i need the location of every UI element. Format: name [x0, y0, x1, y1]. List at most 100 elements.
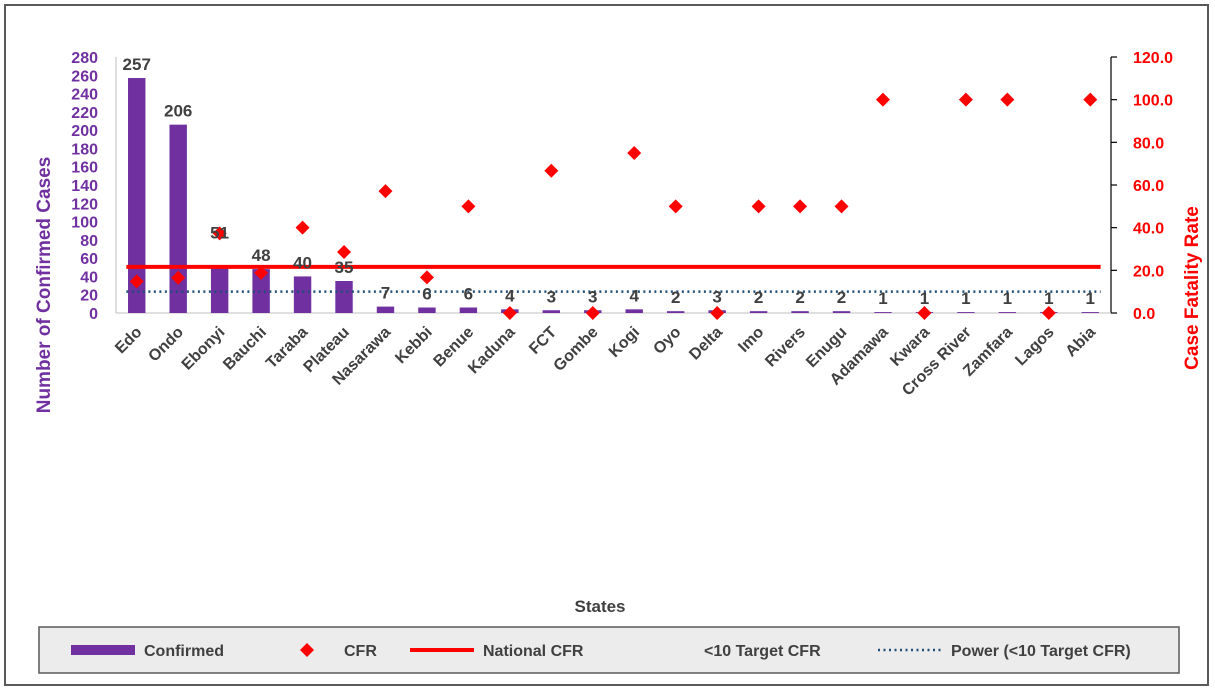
y2-tick-label: 40.0 — [1133, 221, 1164, 238]
cfr-marker-delta — [710, 306, 725, 320]
bar-data-label: 40 — [293, 253, 312, 272]
y-tick-label: 0 — [89, 306, 98, 323]
bar-benue — [459, 307, 478, 313]
cfr-marker-adamawa — [875, 92, 890, 107]
bar-data-label: 1 — [1003, 289, 1012, 308]
bar-abia — [1081, 312, 1099, 313]
y-tick-label: 100 — [71, 215, 98, 232]
bar-data-label: 51 — [210, 223, 229, 242]
bar-enugu — [832, 311, 851, 313]
category-label: Kebbi — [392, 324, 435, 367]
bar-data-label: 7 — [381, 284, 390, 303]
bar-data-label: 3 — [712, 287, 721, 306]
category-label: Ebonyi — [179, 324, 229, 374]
y2-tick-label: 20.0 — [1133, 263, 1164, 280]
bar-cross-river — [957, 312, 975, 313]
bar-data-label: 1 — [961, 289, 970, 308]
bar-data-label: 1 — [1086, 289, 1095, 308]
bar-edo — [128, 78, 146, 314]
cfr-marker-plateau — [337, 244, 352, 259]
bar-data-label: 206 — [164, 102, 192, 121]
category-label: Rivers — [762, 324, 809, 371]
category-label: Edo — [112, 324, 146, 358]
x-axis-title: States — [574, 597, 625, 616]
bar-data-label: 4 — [505, 286, 515, 305]
bar-nasarawa — [376, 306, 395, 313]
bar-data-label: 1 — [878, 289, 887, 308]
y2-tick-label: 80.0 — [1133, 135, 1164, 152]
bar-data-label: 3 — [588, 287, 597, 306]
cfr-marker-kaduna — [502, 306, 517, 320]
bar-kebbi — [418, 307, 436, 313]
legend-label-power: Power (<10 Target CFR) — [951, 643, 1131, 660]
y-tick-label: 220 — [71, 105, 98, 122]
cfr-marker-fct — [544, 163, 559, 178]
bar-data-label: 48 — [252, 246, 271, 265]
cfr-marker-oyo — [668, 199, 683, 214]
bar-taraba — [293, 276, 312, 313]
y-tick-label: 20 — [80, 288, 98, 305]
category-label: Lagos — [1012, 324, 1057, 369]
category-label: FCT — [526, 324, 560, 358]
bar-data-label: 2 — [754, 288, 763, 307]
bar-ebonyi — [210, 266, 229, 313]
cfr-marker-cross-river — [958, 92, 973, 107]
bar-fct — [542, 310, 561, 313]
cfr-marker-lagos — [1041, 306, 1056, 320]
cfr-marker-kogi — [627, 146, 642, 160]
legend-swatch-confirmed — [71, 645, 135, 655]
category-label: Imo — [735, 324, 767, 356]
bar-data-label: 1 — [1044, 289, 1053, 308]
bar-data-label: 257 — [123, 55, 151, 74]
bar-data-label: 1 — [920, 289, 929, 308]
y2-tick-label: 100.0 — [1133, 93, 1173, 110]
y2-axis-title: Case Fatality Rate — [1182, 206, 1203, 370]
bar-data-label: 6 — [422, 285, 431, 304]
cfr-marker-zamfara — [1000, 92, 1015, 107]
y2-tick-label: 120.0 — [1133, 50, 1173, 67]
legend-label-target-cfr: <10 Target CFR — [704, 643, 821, 660]
y-tick-label: 260 — [71, 68, 98, 85]
cfr-marker-taraba — [295, 220, 310, 235]
cfr-marker-ondo — [171, 270, 186, 285]
y-tick-label: 200 — [71, 123, 98, 140]
legend: Confirmed CFR National CFR <10 Target CF… — [38, 626, 1180, 674]
y-tick-label: 80 — [80, 233, 98, 250]
bar-data-label: 2 — [671, 288, 680, 307]
cfr-marker-gombe — [585, 306, 600, 320]
y-tick-label: 180 — [71, 141, 98, 158]
bar-bauchi — [252, 269, 270, 313]
cfr-marker-imo — [751, 199, 766, 214]
bar-data-label: 4 — [629, 286, 639, 305]
cfr-marker-rivers — [793, 199, 808, 214]
legend-label-confirmed: Confirmed — [144, 643, 224, 660]
bar-data-label: 6 — [464, 285, 473, 304]
plot-area: 0204060801001201401601802002202402602800… — [71, 50, 1173, 399]
category-label: Delta — [686, 324, 726, 364]
y-axis-title: Number of Confirmed Cases — [34, 157, 55, 414]
y2-tick-label: 0.0 — [1133, 306, 1155, 323]
bar-plateau — [335, 281, 353, 313]
chart-frame — [4, 4, 1209, 686]
bar-data-label: 3 — [547, 287, 556, 306]
bar-data-label: 2 — [837, 288, 846, 307]
y2-tick-label: 60.0 — [1133, 178, 1164, 195]
cfr-marker-benue — [461, 199, 476, 214]
bar-imo — [749, 311, 768, 313]
bar-data-label: 2 — [795, 288, 804, 307]
cfr-marker-nasarawa — [378, 184, 393, 199]
cfr-marker-ebonyi — [212, 226, 227, 241]
category-label: Abia — [1063, 324, 1100, 361]
bar-rivers — [791, 311, 809, 313]
category-label: Gombe — [551, 324, 602, 375]
y-tick-label: 120 — [71, 196, 98, 213]
y-tick-label: 60 — [80, 251, 98, 268]
cfr-marker-kwara — [917, 306, 932, 320]
y-tick-label: 40 — [80, 269, 98, 286]
legend-swatch-cfr — [300, 643, 314, 657]
bar-oyo — [666, 311, 685, 313]
category-label: Bauchi — [220, 324, 270, 374]
cfr-marker-edo — [129, 274, 144, 289]
bar-adamawa — [874, 312, 892, 313]
